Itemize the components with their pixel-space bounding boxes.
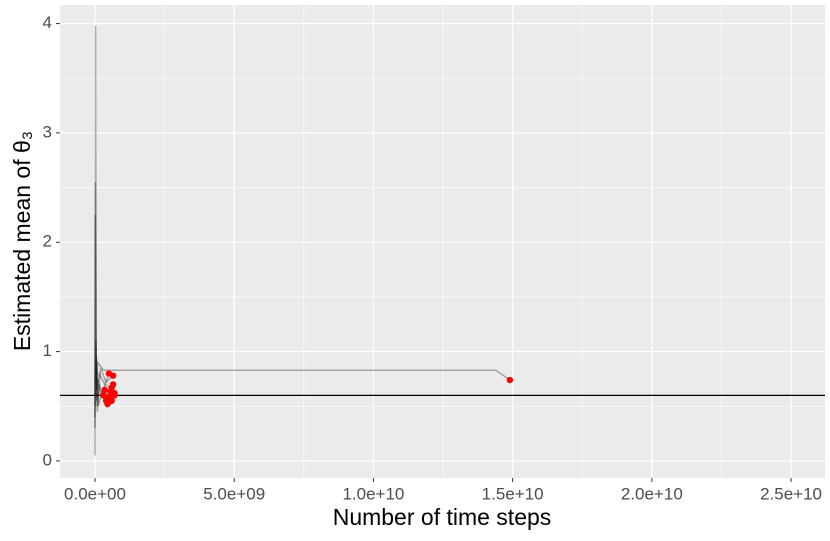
end-point (109, 381, 117, 388)
x-tick-label: 5.0e+09 (203, 484, 265, 503)
y-axis-title: Estimated mean of θ₃ (9, 131, 35, 351)
x-tick-label: 2.0e+10 (621, 484, 683, 503)
end-point (108, 397, 115, 405)
trace-line (94, 360, 511, 407)
y-tick-label: 4 (43, 13, 52, 32)
trace-line (94, 357, 110, 407)
end-point (506, 376, 514, 384)
plot-panel (60, 5, 825, 478)
x-tick-label: 0.0e+00 (64, 484, 126, 503)
x-tick-label: 2.5e+10 (760, 484, 822, 503)
end-point (109, 372, 117, 379)
y-tick-label: 0 (43, 450, 52, 469)
x-tick-label: 1.5e+10 (482, 484, 544, 503)
y-tick-label: 3 (43, 122, 52, 141)
x-tick-label: 1.0e+10 (342, 484, 404, 503)
end-point (111, 392, 118, 399)
x-axis-title: Number of time steps (333, 504, 552, 530)
trace-line (94, 214, 113, 418)
trace-line (94, 340, 114, 412)
y-tick-label: 2 (43, 232, 52, 251)
y-tick-label: 1 (43, 341, 52, 360)
end-point (102, 394, 110, 401)
end-point (101, 386, 108, 394)
